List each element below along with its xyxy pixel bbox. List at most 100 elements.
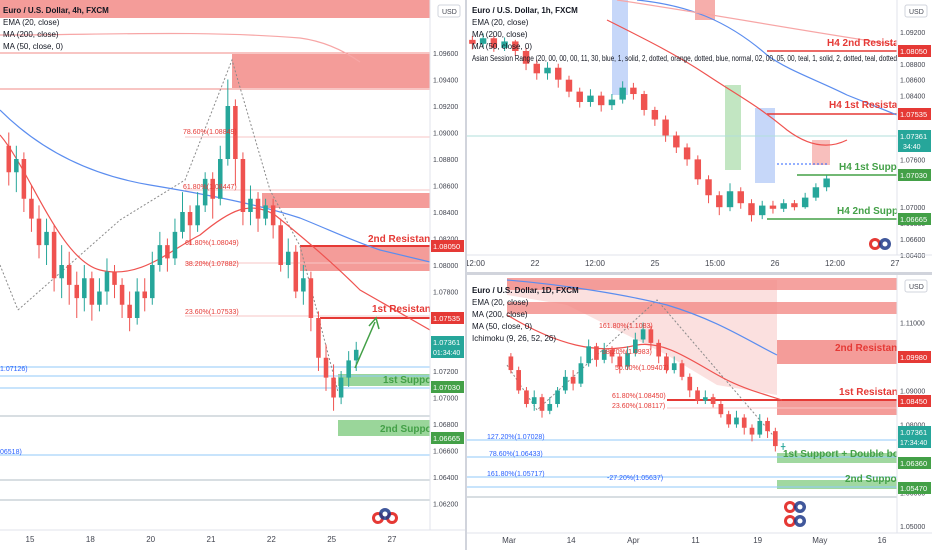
time-axis-1h[interactable]: 12:00 22 12:00 25 15:00 26 12:00 27 bbox=[467, 259, 900, 268]
indicator-label[interactable]: EMA (20, close) bbox=[472, 18, 529, 27]
candle-body bbox=[293, 251, 299, 292]
candle-body bbox=[586, 346, 591, 364]
panel-divider[interactable] bbox=[465, 0, 467, 550]
currency-unit[interactable]: USD bbox=[909, 9, 924, 16]
candle-body bbox=[656, 342, 661, 357]
time-tick: 12:00 bbox=[585, 259, 606, 268]
candle-body bbox=[679, 363, 685, 377]
candle-body bbox=[609, 349, 615, 357]
indicator-label[interactable]: MA (50, close, 0) bbox=[472, 42, 532, 51]
candle-body bbox=[563, 376, 568, 391]
level-2nd-resistance: 2nd Resistance bbox=[368, 234, 442, 245]
candle-body bbox=[801, 197, 809, 208]
zone-2nd-resistance bbox=[777, 340, 897, 364]
candle-body bbox=[202, 178, 208, 206]
price-tick: 1.08000 bbox=[433, 263, 458, 270]
indicator-label[interactable]: MA (50, close, 0) bbox=[3, 42, 63, 51]
candle-body bbox=[601, 349, 607, 360]
session-box bbox=[812, 140, 830, 165]
candle-body bbox=[218, 159, 223, 199]
price-tick: 1.09000 bbox=[900, 388, 925, 395]
candle-body bbox=[726, 414, 731, 425]
candle-body bbox=[21, 159, 27, 199]
countdown: 17:34:40 bbox=[900, 440, 927, 447]
ema20-line bbox=[506, 314, 783, 401]
candle-body bbox=[812, 187, 820, 198]
fib-label: 23.60%(1.07533) bbox=[185, 309, 239, 316]
candle-body bbox=[687, 376, 693, 391]
price-tag: 1.08050 bbox=[900, 47, 927, 56]
candle-body bbox=[539, 397, 545, 411]
up-arrow bbox=[354, 321, 376, 369]
indicator-label[interactable]: Ichimoku (9, 26, 52, 26) bbox=[472, 334, 556, 343]
candle-body bbox=[51, 231, 57, 279]
candle-body bbox=[759, 205, 766, 216]
price-tag: 1.07030 bbox=[433, 383, 460, 392]
fib-label: 61.80%(1.08447) bbox=[183, 184, 237, 191]
level-1st-resistance: 1st Resistance bbox=[372, 304, 442, 315]
price-tick: 1.06600 bbox=[433, 449, 458, 456]
chart-panel-1h: H4 2nd Resistance H4 1st Resistance H4 1… bbox=[467, 0, 932, 272]
candle-body bbox=[263, 205, 268, 219]
fib-label-blue: 161.80%(1.05717) bbox=[487, 471, 545, 478]
ma200-line bbox=[616, 0, 898, 46]
price-tag: 1.08450 bbox=[900, 397, 927, 406]
zone-2nd-support bbox=[777, 480, 897, 489]
zone-top-resistance-2 bbox=[507, 302, 897, 314]
candle-body bbox=[578, 363, 584, 384]
price-axis-4h[interactable]: 1.09600 1.09400 1.09200 1.09000 1.08800 1.086… bbox=[433, 51, 458, 509]
panel-divider[interactable] bbox=[467, 272, 932, 275]
candle-body bbox=[36, 218, 42, 246]
price-tick: 1.06400 bbox=[433, 475, 458, 482]
time-axis-1d[interactable]: Mar 14 Apr 11 19 May 16 bbox=[502, 536, 887, 545]
indicator-label[interactable]: MA (200, close) bbox=[3, 30, 59, 39]
candle-body bbox=[187, 212, 193, 226]
session-box bbox=[612, 0, 628, 95]
flag-icon[interactable] bbox=[372, 508, 398, 524]
price-tick: 1.08800 bbox=[433, 157, 458, 164]
candle-body bbox=[338, 377, 344, 398]
time-tick: 25 bbox=[327, 535, 336, 544]
zone-h1-resistance bbox=[232, 54, 430, 88]
price-tick: 1.07800 bbox=[433, 290, 458, 297]
price-tag: 1.06665 bbox=[433, 434, 460, 443]
candle-body bbox=[6, 145, 12, 173]
candle-body bbox=[594, 346, 599, 360]
currency-unit[interactable]: USD bbox=[442, 9, 457, 16]
currency-unit[interactable]: USD bbox=[909, 284, 924, 291]
time-tick: 22 bbox=[531, 259, 540, 268]
candle-body bbox=[331, 377, 336, 398]
candle-body bbox=[353, 349, 359, 361]
indicator-label[interactable]: MA (50, close, 0) bbox=[472, 322, 532, 331]
indicator-label[interactable]: EMA (20, close) bbox=[472, 298, 529, 307]
indicator-label[interactable]: MA (200, close) bbox=[472, 310, 528, 319]
fib-label-blue: 127.20%(1.07028) bbox=[487, 434, 545, 441]
price-tick: 1.06600 bbox=[900, 237, 925, 244]
flag-icon[interactable] bbox=[784, 501, 806, 527]
price-tick: 1.11000 bbox=[900, 321, 925, 328]
candle-body bbox=[737, 191, 744, 204]
indicator-label[interactable]: EMA (20, close) bbox=[3, 18, 60, 27]
indicator-label[interactable]: Asian Session Range (20, 00, 00, 00, 11,… bbox=[472, 54, 897, 63]
candle-body bbox=[512, 41, 519, 51]
candle-body bbox=[664, 356, 669, 371]
price-tick: 1.07600 bbox=[900, 157, 925, 164]
time-axis-4h[interactable]: 15 18 20 21 22 25 27 bbox=[26, 535, 397, 544]
candle-body bbox=[172, 231, 178, 259]
fib-label-blue: 78.60%(1.06433) bbox=[489, 451, 543, 458]
candle-body bbox=[765, 420, 770, 432]
indicator-label[interactable]: MA (200, close) bbox=[472, 30, 528, 39]
candle-body bbox=[547, 404, 553, 411]
chart-title: Euro / U.S. Dollar, 1D, FXCM bbox=[472, 286, 579, 295]
candle-body bbox=[694, 159, 702, 180]
level-2nd-support: 2nd Support bbox=[380, 424, 440, 435]
candle-body bbox=[233, 106, 238, 159]
level-2nd-resistance: 2nd Resistance bbox=[835, 343, 909, 354]
price-tag: 1.09980 bbox=[900, 353, 927, 362]
price-tag: 1.07535 bbox=[433, 314, 460, 323]
candle-body bbox=[82, 278, 87, 299]
candle-body bbox=[531, 397, 537, 404]
session-box bbox=[725, 85, 741, 170]
ma50-line bbox=[636, 0, 898, 116]
flag-icon[interactable] bbox=[869, 238, 891, 250]
